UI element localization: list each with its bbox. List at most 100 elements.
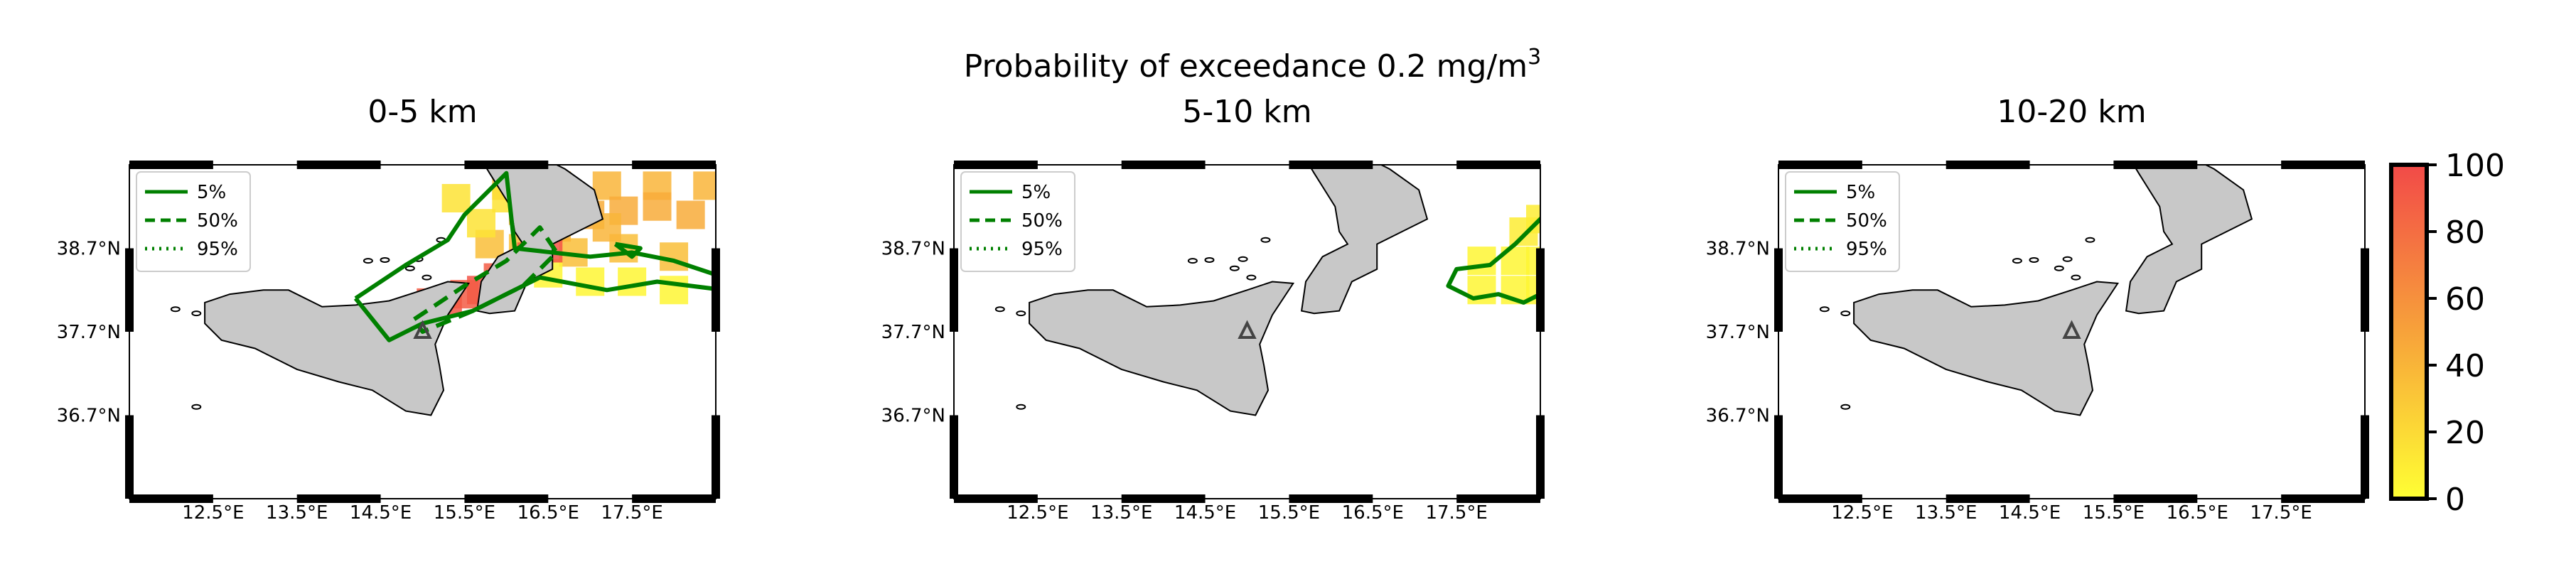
islet: [404, 265, 415, 271]
plume-cell: [660, 276, 689, 305]
x-tick-label: 17.5°E: [601, 502, 662, 524]
islet: [191, 404, 202, 410]
islet: [994, 306, 1005, 313]
legend-label: 95%: [197, 239, 238, 260]
frame-tick-top: [2113, 161, 2198, 169]
islet: [1840, 310, 1851, 317]
frame-tick-top: [1778, 161, 1862, 169]
frame-tick-right: [1536, 248, 1545, 332]
islet: [380, 256, 390, 263]
map-panel-3: 10-20 km 12.5°E 13.5°E 14.5°E 15.5°E 16.5°E 17…: [1706, 94, 2369, 524]
islet: [170, 306, 181, 313]
panel-title: 0-5 km: [367, 94, 477, 130]
x-tick-label: 15.5°E: [1258, 502, 1320, 524]
colorbar-tick-label: 0: [2445, 482, 2465, 518]
x-tick-label: 12.5°E: [182, 502, 244, 524]
suptitle-main: Probability of exceedance 0.2 mg/m: [964, 48, 1528, 85]
frame-tick-top: [464, 161, 549, 169]
colorbar-ticks: 0 20 40 60 80 100: [2427, 148, 2505, 518]
frame-tick-left: [950, 248, 958, 332]
frame-tick-bottom: [1456, 494, 1540, 503]
islet: [2054, 265, 2064, 271]
legend-label: 95%: [1021, 239, 1063, 260]
plume-cell: [618, 267, 647, 296]
colorbar-scale: [2389, 163, 2429, 501]
legend-box: [960, 171, 1075, 272]
frame-tick-bottom: [2281, 494, 2365, 503]
x-tick-label: 16.5°E: [517, 502, 579, 524]
islet: [2029, 256, 2039, 263]
legend-label: 95%: [1846, 239, 1887, 260]
frame-tick-top: [296, 161, 381, 169]
legend-label: 50%: [197, 210, 238, 232]
legend-label: 5%: [1846, 182, 1875, 203]
islet: [1238, 256, 1248, 262]
legend-label: 5%: [1021, 182, 1051, 203]
y-tick-label: 37.7°N: [57, 322, 121, 343]
y-tick-label: 36.7°N: [881, 406, 945, 427]
islet: [2062, 256, 2073, 262]
frame-tick-top: [1121, 161, 1206, 169]
frame-tick-right: [712, 248, 720, 332]
frame-tick-left: [950, 415, 958, 499]
frame-tick-bottom: [1946, 494, 2030, 503]
contour-5pct: [613, 242, 643, 259]
sicily-land: [1029, 281, 1295, 416]
frame-tick-bottom: [632, 494, 716, 503]
map-panels: 0-5 km 12.5°E 13.5°E 14.5°E 15.5°E 16.5°E 17.5…: [57, 94, 2369, 524]
plume-cell: [467, 209, 495, 238]
sicily-land: [204, 281, 471, 416]
colorbar-tick-label: 60: [2445, 281, 2485, 318]
colorbar-tick-label: 20: [2445, 415, 2485, 451]
plume-cell: [643, 192, 672, 221]
islet: [1840, 404, 1851, 410]
frame-tick-top: [1289, 161, 1373, 169]
islet: [191, 310, 202, 317]
islet: [1260, 237, 1271, 243]
frame-tick-bottom: [2113, 494, 2198, 503]
plume-cell: [1467, 247, 1496, 276]
plume-cell: [1526, 205, 1540, 234]
islet: [2071, 274, 2081, 281]
contour-5pct: [1446, 216, 1540, 305]
islet: [1187, 258, 1198, 264]
calabria-land: [2125, 165, 2253, 315]
islet: [1204, 256, 1215, 263]
frame-tick-left: [1774, 248, 1783, 332]
map-area: [129, 165, 716, 499]
x-tick-label: 14.5°E: [1174, 502, 1236, 524]
volcano-marker: [1238, 320, 1257, 339]
panel-title: 10-20 km: [1997, 94, 2146, 130]
x-tick-label: 15.5°E: [2083, 502, 2145, 524]
sicily-land: [1853, 281, 2120, 416]
islet: [1229, 265, 1240, 271]
plume-cell: [592, 171, 621, 200]
islet: [1819, 306, 1830, 313]
colorbar: 0 20 40 60 80 100: [2389, 148, 2505, 518]
legend-box: [1785, 171, 1900, 272]
frame-tick-bottom: [129, 494, 213, 503]
frame-tick-left: [125, 415, 134, 499]
colorbar-tick-label: 100: [2445, 148, 2505, 184]
contour-legend: 5% 50% 95%: [960, 171, 1075, 272]
x-tick-label: 17.5°E: [2250, 502, 2312, 524]
colorbar-tick-label: 40: [2445, 348, 2485, 384]
y-tick-label: 38.7°N: [881, 239, 945, 260]
frame-tick-top: [1456, 161, 1540, 169]
y-tick-label: 38.7°N: [1706, 239, 1770, 260]
y-tick-label: 36.7°N: [1706, 406, 1770, 427]
frame-tick-right: [2361, 415, 2369, 499]
plume-cell: [693, 171, 716, 200]
calabria-land: [1300, 165, 1429, 315]
frame-tick-right: [1536, 415, 1545, 499]
plume-cell: [676, 200, 705, 229]
plume-cell: [660, 242, 689, 271]
map-panel-1: 0-5 km 12.5°E 13.5°E 14.5°E 15.5°E 16.5°E 17.5…: [57, 94, 720, 524]
colorbar-tick-label: 80: [2445, 215, 2485, 251]
frame-tick-top: [632, 161, 716, 169]
islet: [1016, 404, 1026, 410]
islet: [1246, 274, 1257, 281]
plume-cell: [441, 184, 471, 212]
y-tick-label: 37.7°N: [881, 322, 945, 343]
